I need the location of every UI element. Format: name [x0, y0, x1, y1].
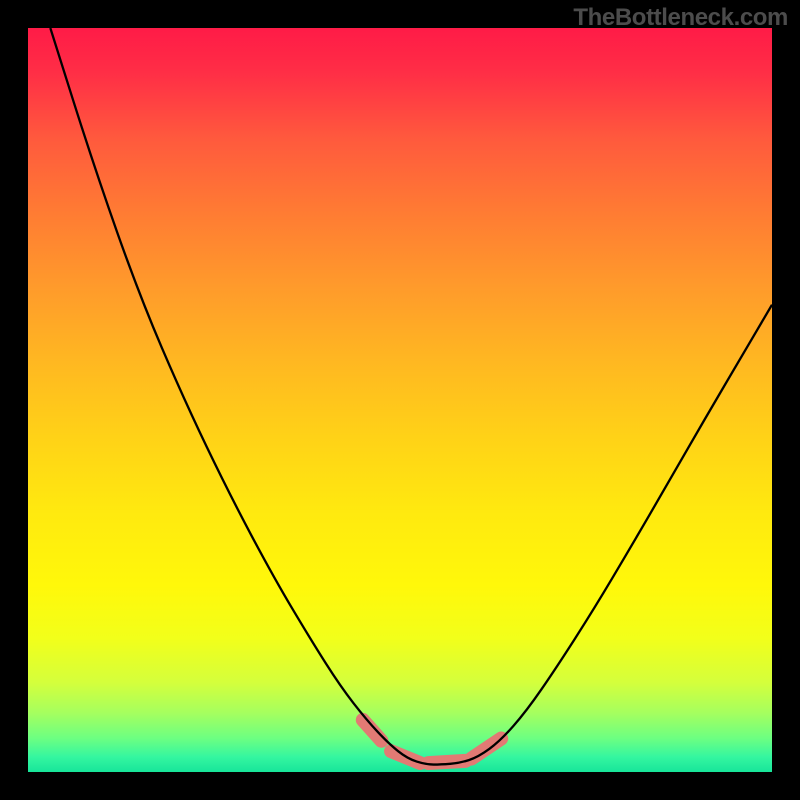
optimum-highlight	[363, 720, 501, 763]
plot-area	[28, 28, 772, 772]
optimum-segment	[363, 720, 382, 741]
bottleneck-curve	[50, 28, 772, 765]
chart-frame: TheBottleneck.com	[0, 0, 800, 800]
watermark-label: TheBottleneck.com	[573, 4, 788, 32]
curve-layer	[28, 28, 772, 772]
